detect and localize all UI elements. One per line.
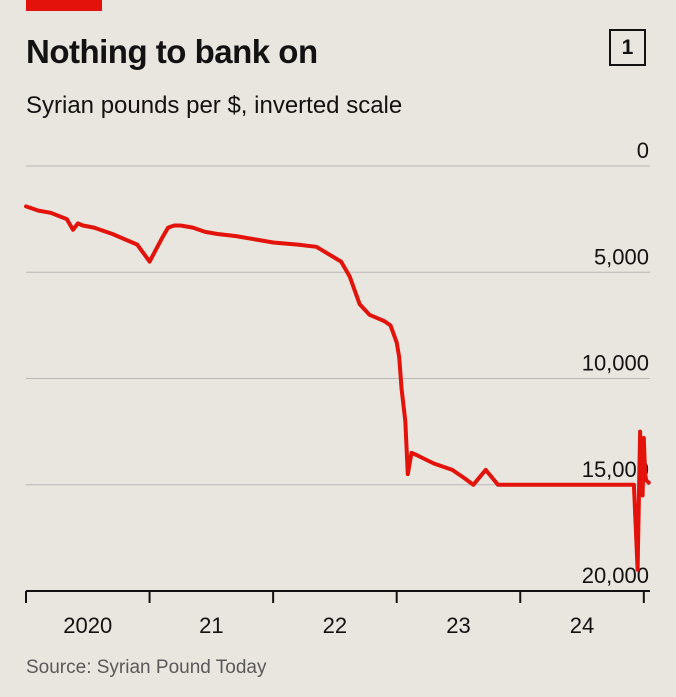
accent-bar xyxy=(26,0,102,11)
gridlines xyxy=(26,165,650,592)
x-tick-label: 21 xyxy=(199,613,223,638)
x-tick-label: 24 xyxy=(570,613,594,638)
source-note: Source: Syrian Pound Today xyxy=(26,657,267,678)
y-tick-label: 10,000 xyxy=(582,351,649,376)
x-tick-label: 23 xyxy=(446,613,470,638)
chart-subtitle: Syrian pounds per $, inverted scale xyxy=(26,92,403,119)
x-axis: 2020 21 22 23 24 xyxy=(25,590,650,638)
exchange-rate-line xyxy=(24,204,651,572)
y-tick-label: 0 xyxy=(637,138,649,163)
series-layer xyxy=(24,204,651,572)
chart-title: Nothing to bank on xyxy=(26,33,318,70)
chart-number-badge: 1 xyxy=(609,29,646,66)
x-tick-label: 22 xyxy=(323,613,347,638)
x-tick-label: 2020 xyxy=(63,613,112,638)
y-tick-label: 5,000 xyxy=(594,244,649,269)
